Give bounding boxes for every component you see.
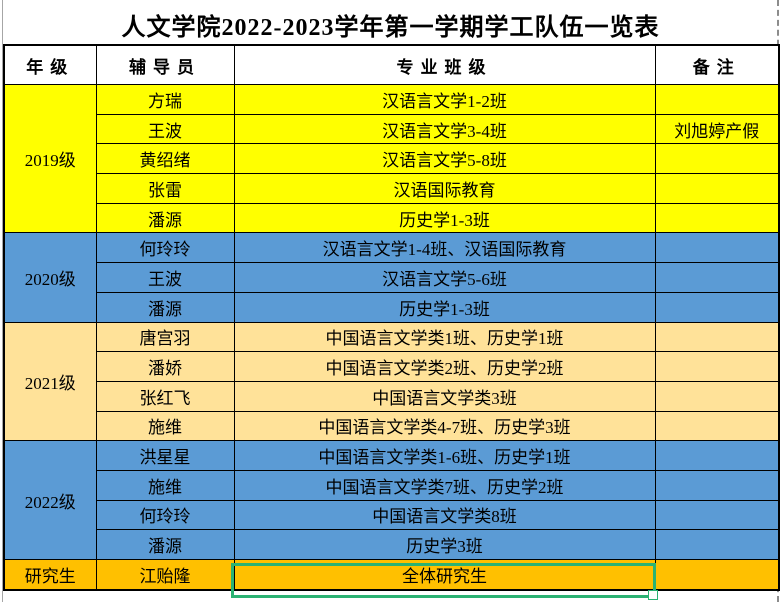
- header-counselor[interactable]: 辅导员: [95, 44, 235, 85]
- counselor-cell[interactable]: 何玲玲: [95, 499, 235, 531]
- note-cell[interactable]: [654, 558, 780, 591]
- note-cell[interactable]: [654, 321, 780, 353]
- class-cell[interactable]: 汉语言文学1-4班、汉语国际教育: [233, 232, 656, 264]
- note-cell[interactable]: [654, 351, 780, 382]
- class-cell[interactable]: 中国语言文学类8班: [233, 499, 656, 531]
- table-row: 黄绍绪 汉语言文学5-8班: [4, 143, 780, 175]
- header-note[interactable]: 备注: [654, 44, 780, 85]
- grade-cell-2022[interactable]: 2022级: [3, 440, 97, 560]
- note-cell[interactable]: 刘旭婷产假: [654, 113, 780, 145]
- table-title[interactable]: 人文学院2022-2023学年第一学期学工队伍一览表: [121, 14, 660, 41]
- note-cell[interactable]: [654, 291, 780, 323]
- table-row: 2021级 唐宫羽 中国语言文学类1班、历史学1班: [3, 321, 780, 442]
- table-row: 2020级 何玲玲 汉语言文学1-4班、汉语国际教育: [3, 232, 780, 323]
- class-cell[interactable]: 中国语言文学类4-7班、历史学3班: [233, 410, 656, 442]
- table-row: 潘源 历史学1-3班: [4, 202, 780, 234]
- counselor-cell[interactable]: 施维: [95, 410, 235, 442]
- counselor-cell[interactable]: 唐宫羽: [95, 321, 235, 353]
- note-cell[interactable]: [654, 143, 780, 175]
- class-cell[interactable]: 汉语言文学1-2班: [233, 84, 656, 115]
- roster-table: 年级 辅导员 专业班级 备注 2019级 方瑞 汉语言文学1-2班 王波 汉语言…: [3, 44, 780, 591]
- grade-cell-2021[interactable]: 2021级: [3, 321, 97, 442]
- table-row: 施维 中国语言文学类4-7班、历史学3班: [4, 410, 780, 442]
- class-cell[interactable]: 汉语言文学3-4班: [233, 113, 656, 145]
- note-cell[interactable]: [654, 529, 780, 560]
- table-row: 王波 汉语言文学3-4班 刘旭婷产假: [4, 113, 780, 145]
- header-row: 年级 辅导员 专业班级 备注: [3, 44, 780, 85]
- table-row: 张红飞 中国语言文学类3班: [4, 380, 780, 412]
- class-cell[interactable]: 历史学3班: [233, 529, 656, 560]
- class-cell[interactable]: 中国语言文学类2班、历史学2班: [233, 351, 656, 382]
- note-cell[interactable]: [654, 469, 780, 501]
- counselor-cell[interactable]: 洪星星: [95, 440, 235, 471]
- table-row: 潘娇 中国语言文学类2班、历史学2班: [4, 351, 780, 382]
- selection-fill-handle[interactable]: [648, 590, 658, 600]
- note-cell[interactable]: [654, 380, 780, 412]
- grade-cell-graduate[interactable]: 研究生: [3, 558, 97, 591]
- counselor-cell[interactable]: 潘源: [95, 202, 235, 234]
- table-row: 研究生 江贻隆 全体研究生: [3, 558, 780, 591]
- worksheet-gridline: [2, 0, 3, 602]
- counselor-cell[interactable]: 方瑞: [95, 84, 235, 115]
- grade-cell-2020[interactable]: 2020级: [3, 232, 97, 323]
- note-cell[interactable]: [654, 499, 780, 531]
- counselor-cell[interactable]: 黄绍绪: [95, 143, 235, 175]
- counselor-cell[interactable]: 潘源: [95, 529, 235, 560]
- class-cell[interactable]: 汉语言文学5-6班: [233, 262, 656, 293]
- counselor-cell[interactable]: 潘娇: [95, 351, 235, 382]
- note-cell[interactable]: [654, 262, 780, 293]
- class-cell[interactable]: 汉语国际教育: [233, 173, 656, 204]
- counselor-cell[interactable]: 张雷: [95, 173, 235, 204]
- counselor-cell[interactable]: 张红飞: [95, 380, 235, 412]
- table-row: 何玲玲 中国语言文学类8班: [4, 499, 780, 531]
- class-cell[interactable]: 中国语言文学类1-6班、历史学1班: [233, 440, 656, 471]
- note-cell[interactable]: [654, 232, 780, 264]
- counselor-cell[interactable]: 江贻隆: [95, 558, 235, 591]
- table-row: 王波 汉语言文学5-6班: [4, 262, 780, 293]
- counselor-cell[interactable]: 王波: [95, 113, 235, 145]
- class-cell[interactable]: 历史学1-3班: [233, 291, 656, 323]
- table-row: 2019级 方瑞 汉语言文学1-2班: [3, 83, 780, 234]
- class-cell-selected[interactable]: 全体研究生: [233, 558, 656, 591]
- table-row: 潘源 历史学1-3班: [4, 291, 780, 323]
- note-cell[interactable]: [654, 84, 780, 115]
- class-cell[interactable]: 历史学1-3班: [233, 202, 656, 234]
- note-cell[interactable]: [654, 410, 780, 442]
- counselor-cell[interactable]: 王波: [95, 262, 235, 293]
- table-row: 施维 中国语言文学类7班、历史学2班: [4, 469, 780, 501]
- counselor-cell[interactable]: 施维: [95, 469, 235, 501]
- class-cell[interactable]: 中国语言文学类1班、历史学1班: [233, 321, 656, 353]
- counselor-cell[interactable]: 潘源: [95, 291, 235, 323]
- note-cell[interactable]: [654, 173, 780, 204]
- table-row: 2022级 洪星星 中国语言文学类1-6班、历史学1班: [3, 440, 780, 560]
- counselor-cell[interactable]: 何玲玲: [95, 232, 235, 264]
- note-cell[interactable]: [654, 440, 780, 471]
- note-cell[interactable]: [654, 202, 780, 234]
- class-cell[interactable]: 中国语言文学类3班: [233, 380, 656, 412]
- table-row: 潘源 历史学3班: [4, 529, 780, 560]
- class-cell[interactable]: 中国语言文学类7班、历史学2班: [233, 469, 656, 501]
- grade-cell-2019[interactable]: 2019级: [3, 83, 97, 234]
- header-class[interactable]: 专业班级: [233, 44, 656, 85]
- table-row: 张雷 汉语国际教育: [4, 173, 780, 204]
- class-cell[interactable]: 汉语言文学5-8班: [233, 143, 656, 175]
- header-grade[interactable]: 年级: [3, 44, 97, 85]
